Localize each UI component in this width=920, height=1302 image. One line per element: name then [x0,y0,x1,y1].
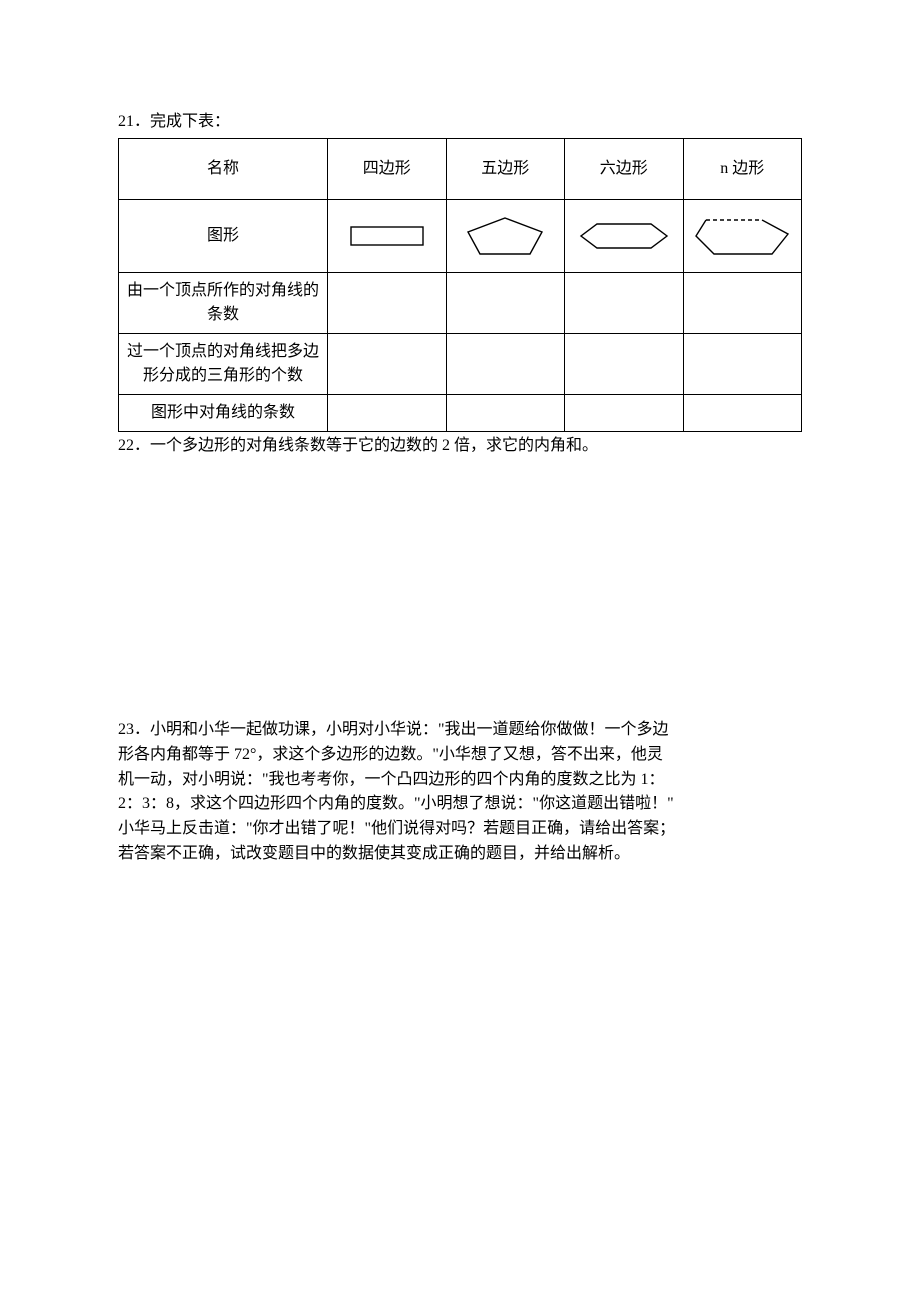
worksheet-page: 21．完成下表： 名称 四边形 五边形 六边形 n 边形 图形 [0,0,920,967]
col-quad: 四边形 [328,139,447,200]
ngon-icon [692,214,792,258]
q23-text: 23．小明和小华一起做功课，小明对小华说："我出一道题给你做做！一个多边 [118,721,669,738]
q23-text: 若答案不正确，试改变题目中的数据使其变成正确的题目，并给出解析。 [118,845,630,862]
q23-text: 机一动，对小明说："我也考考你，一个凸四边形的四个内角的度数之比为 1： [118,771,665,788]
cell-blank [446,334,565,395]
hexagon-icon [577,218,671,254]
row-triangles: 过一个顶点的对角线把多边形分成的三角形的个数 [119,334,328,395]
row-shape-label: 图形 [119,200,328,273]
q23-text: 2：3：8，求这个四边形四个内角的度数。"小明想了想说："你这道题出错啦！" [118,795,674,812]
q22-prompt: 22．一个多边形的对角线条数等于它的边数的 2 倍，求它的内角和。 [118,434,802,458]
table-row: 过一个顶点的对角线把多边形分成的三角形的个数 [119,334,802,395]
col-ngon: n 边形 [683,139,802,200]
cell-blank [565,273,684,334]
shape-quadrilateral [328,200,447,273]
table-row: 图形中对角线的条数 [119,395,802,432]
header-name: 名称 [119,139,328,200]
cell-blank [328,334,447,395]
q23-text: 形各内角都等于 72°，求这个多边形的边数。"小华想了又想，答不出来，他灵 [118,746,663,763]
q23-text: 小华马上反击道："你才出错了呢！"他们说得对吗？若题目正确，请给出答案； [118,820,675,837]
shape-ngon [683,200,802,273]
table-row: 图形 [119,200,802,273]
col-hexa: 六边形 [565,139,684,200]
cell-blank [446,395,565,432]
cell-blank [446,273,565,334]
q23-block: 23．小明和小华一起做功课，小明对小华说："我出一道题给你做做！一个多边 形各内… [118,718,802,867]
pentagon-icon [460,214,550,258]
table-row: 名称 四边形 五边形 六边形 n 边形 [119,139,802,200]
q21-prompt: 21．完成下表： [118,110,802,134]
cell-blank [683,395,802,432]
cell-blank [683,334,802,395]
work-space [118,458,802,718]
cell-blank [565,334,684,395]
cell-blank [328,273,447,334]
row-diag-from-vertex: 由一个顶点所作的对角线的条数 [119,273,328,334]
rectangle-icon [343,219,431,253]
cell-blank [565,395,684,432]
shape-hexagon [565,200,684,273]
row-total-diag: 图形中对角线的条数 [119,395,328,432]
col-penta: 五边形 [446,139,565,200]
shape-pentagon [446,200,565,273]
cell-blank [683,273,802,334]
q21-table: 名称 四边形 五边形 六边形 n 边形 图形 [118,138,802,432]
cell-blank [328,395,447,432]
table-row: 由一个顶点所作的对角线的条数 [119,273,802,334]
